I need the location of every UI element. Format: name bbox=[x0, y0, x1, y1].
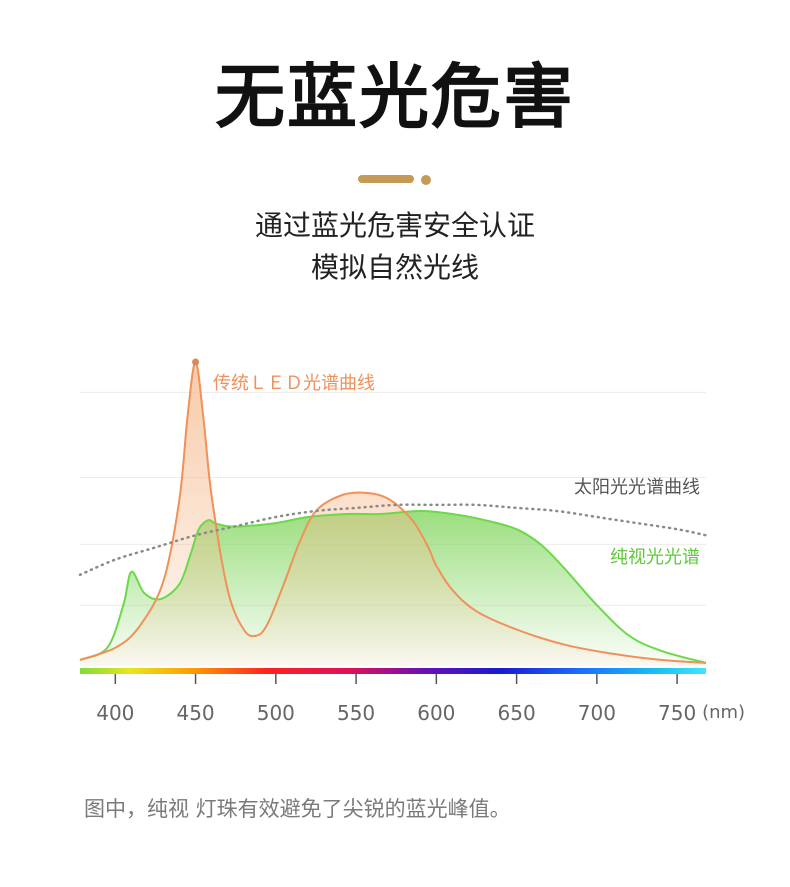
subtitle-line-1: 通过蓝光危害安全认证 bbox=[254, 209, 535, 242]
led-peak-marker bbox=[192, 358, 200, 366]
x-tick-label: 700 bbox=[578, 701, 616, 725]
spectrum-color-bar bbox=[80, 668, 706, 674]
x-tick-label: 500 bbox=[257, 701, 295, 725]
title-divider-bar bbox=[358, 175, 414, 183]
subtitle-line-2: 模拟自然光线 bbox=[310, 251, 479, 284]
pure-spectrum-line bbox=[79, 509, 707, 664]
chart-caption: 图中，纯视 灯珠有效避免了尖锐的蓝光峰值。 bbox=[84, 797, 511, 821]
page-title: 无蓝光危害 bbox=[215, 56, 575, 138]
x-unit-label: (nm) bbox=[702, 702, 745, 723]
x-tick-label: 600 bbox=[417, 701, 455, 725]
sun-spectrum-line bbox=[78, 503, 708, 577]
x-tick-label: 400 bbox=[96, 701, 134, 725]
led-series-label: 传统ＬＥＤ光谱曲线 bbox=[213, 373, 375, 394]
x-tick-label: 450 bbox=[176, 701, 214, 725]
sun-series-label: 太阳光光谱曲线 bbox=[574, 477, 700, 498]
x-tick-label: 550 bbox=[337, 701, 375, 725]
x-tick-label: 650 bbox=[498, 701, 536, 725]
led-spectrum-line bbox=[79, 360, 707, 664]
x-tick-label: 750 bbox=[658, 701, 696, 725]
title-divider-dot bbox=[421, 175, 431, 185]
pure-series-label: 纯视光光谱 bbox=[610, 547, 700, 568]
